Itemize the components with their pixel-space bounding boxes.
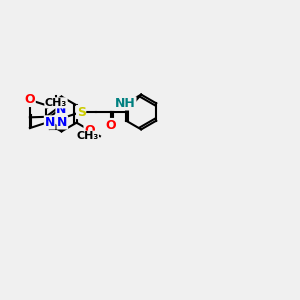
Text: CH₃: CH₃ [76,131,98,141]
Text: N: N [56,103,66,116]
Text: O: O [84,124,95,136]
Text: S: S [76,106,85,118]
Text: N: N [44,116,55,129]
Text: O: O [25,93,35,106]
Text: O: O [105,118,116,132]
Text: CH₃: CH₃ [45,98,67,108]
Text: N: N [57,116,68,129]
Text: NH: NH [115,97,136,110]
